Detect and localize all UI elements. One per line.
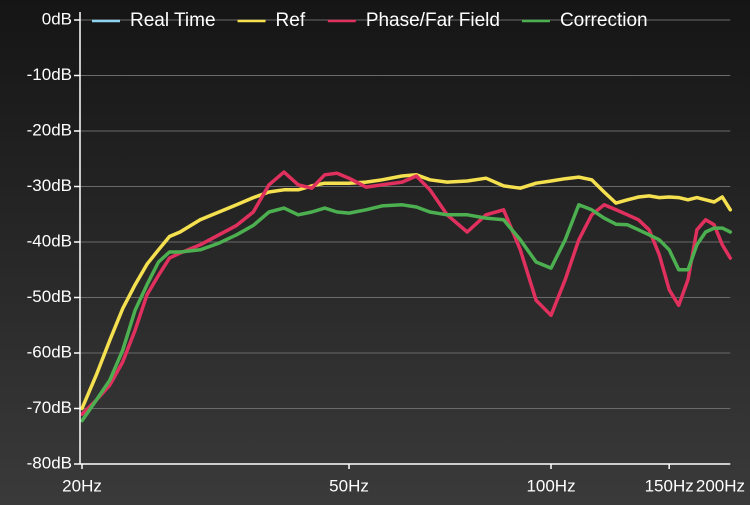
- y-tick-label: -30dB: [27, 176, 72, 195]
- x-tick-label: 20Hz: [62, 476, 102, 495]
- y-tick-label: -10dB: [27, 65, 72, 84]
- y-tick-label: -50dB: [27, 287, 72, 306]
- x-tick-label: 150Hz: [645, 476, 694, 495]
- y-tick-label: -80dB: [27, 453, 72, 472]
- legend: Real Time Ref Phase/Far Field Correction: [92, 10, 648, 31]
- y-tick-label: 0dB: [42, 9, 72, 28]
- x-tick-label: 50Hz: [329, 476, 369, 495]
- legend-label: Correction: [560, 10, 648, 31]
- legend-label: Ref: [276, 10, 306, 31]
- x-tick-label: 200Hz: [696, 476, 745, 495]
- axes: 0dB -10dB -20dB -30dB -40dB -50dB -60dB -70dB -8…: [27, 9, 745, 495]
- y-tick-label: -20dB: [27, 120, 72, 139]
- y-tick-label: -40dB: [27, 231, 72, 250]
- series-line: [80, 173, 733, 411]
- y-tick-label: -60dB: [27, 342, 72, 361]
- legend-label: Real Time: [130, 10, 216, 31]
- x-tick-label: 100Hz: [526, 476, 575, 495]
- y-tick-label: -70dB: [27, 398, 72, 417]
- series-line: [80, 203, 733, 423]
- legend-label: Phase/Far Field: [366, 10, 500, 31]
- lines: [80, 170, 733, 423]
